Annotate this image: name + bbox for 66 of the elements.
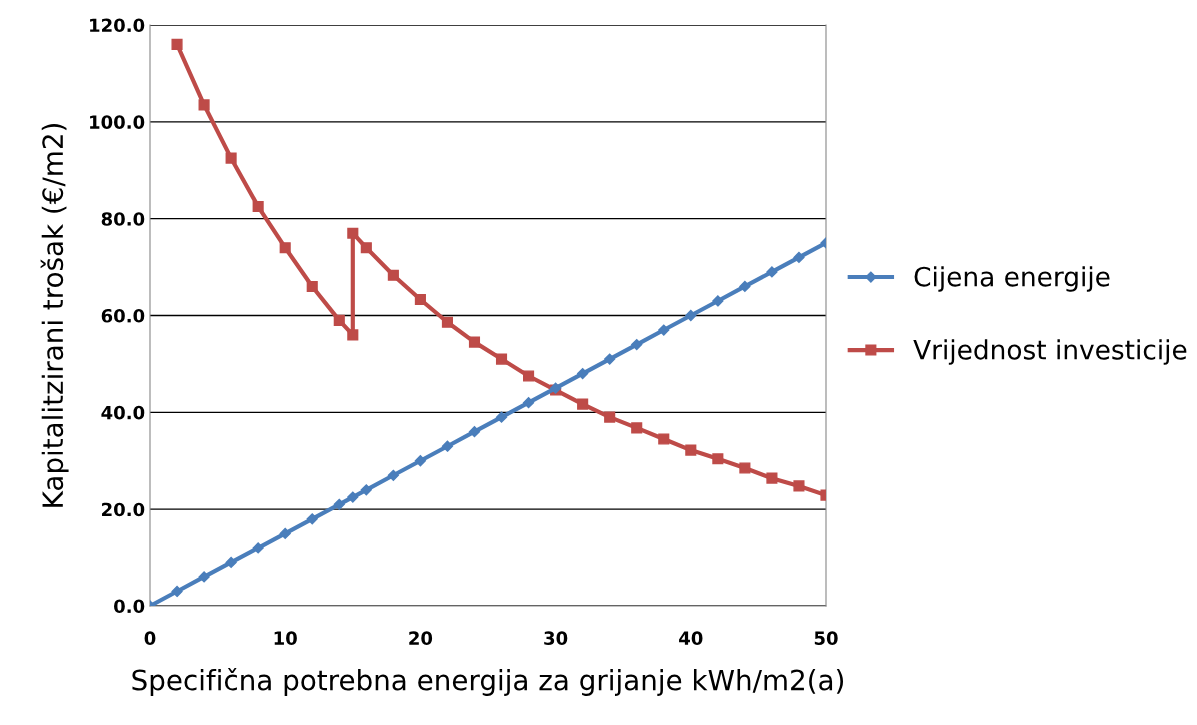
point xyxy=(252,542,264,554)
y-tick-label: 60.0 xyxy=(101,308,145,323)
point xyxy=(198,99,210,111)
point xyxy=(766,472,778,484)
point xyxy=(198,571,210,583)
point xyxy=(333,498,345,510)
point xyxy=(347,227,359,239)
x-tick-label: 20 xyxy=(409,631,433,645)
point xyxy=(360,242,372,254)
point xyxy=(306,280,318,293)
point xyxy=(441,316,453,328)
point xyxy=(333,314,345,326)
point xyxy=(414,455,427,467)
point xyxy=(658,324,670,336)
x-tick-label: 50 xyxy=(814,631,838,645)
point xyxy=(252,201,264,213)
point xyxy=(658,433,670,445)
point xyxy=(347,491,359,503)
point xyxy=(225,152,237,164)
y-axis-title: Kapitalitzirani trošak (€/m2) xyxy=(40,124,69,507)
point xyxy=(577,398,589,410)
y-tick-label: 80.0 xyxy=(101,212,145,226)
point xyxy=(171,585,183,598)
point xyxy=(441,440,454,452)
point xyxy=(523,370,535,382)
point xyxy=(414,293,426,306)
point xyxy=(225,556,237,569)
point xyxy=(604,411,616,423)
y-tick-label: 40.0 xyxy=(101,405,145,420)
point xyxy=(360,484,372,496)
point xyxy=(712,295,724,307)
point xyxy=(766,266,778,278)
point xyxy=(468,336,481,348)
point xyxy=(387,269,399,281)
point xyxy=(739,462,751,474)
point xyxy=(685,444,697,456)
point xyxy=(685,309,697,322)
y-tick-label: 20.0 xyxy=(102,502,145,517)
point xyxy=(495,353,508,365)
y-tick-label: 120.0 xyxy=(90,18,145,33)
point xyxy=(793,251,805,264)
point xyxy=(306,513,318,525)
x-tick-label: 10 xyxy=(274,631,297,645)
point xyxy=(171,38,183,50)
x-tick-label: 30 xyxy=(544,631,568,645)
point xyxy=(793,480,805,492)
legend-label: Cijena energije xyxy=(914,266,1110,292)
point xyxy=(577,367,589,380)
y-tick-label: 0.0 xyxy=(114,599,145,614)
legend-label: Vrijednost investicije xyxy=(913,339,1187,365)
point xyxy=(631,338,643,351)
point xyxy=(279,527,291,539)
x-tick-label: 40 xyxy=(679,631,703,645)
point xyxy=(604,353,616,365)
y-tick-label: 100.0 xyxy=(90,115,145,129)
point xyxy=(495,411,508,423)
x-tick-label: 0 xyxy=(144,631,156,645)
point xyxy=(468,426,481,438)
point xyxy=(712,453,724,465)
point xyxy=(347,329,359,341)
point xyxy=(387,469,399,481)
point xyxy=(739,280,751,293)
point xyxy=(279,242,291,254)
point xyxy=(522,397,535,409)
point xyxy=(631,422,643,434)
x-axis-title: Specifična potrebna energija za grijanje kWh/m2(a) xyxy=(132,667,844,696)
